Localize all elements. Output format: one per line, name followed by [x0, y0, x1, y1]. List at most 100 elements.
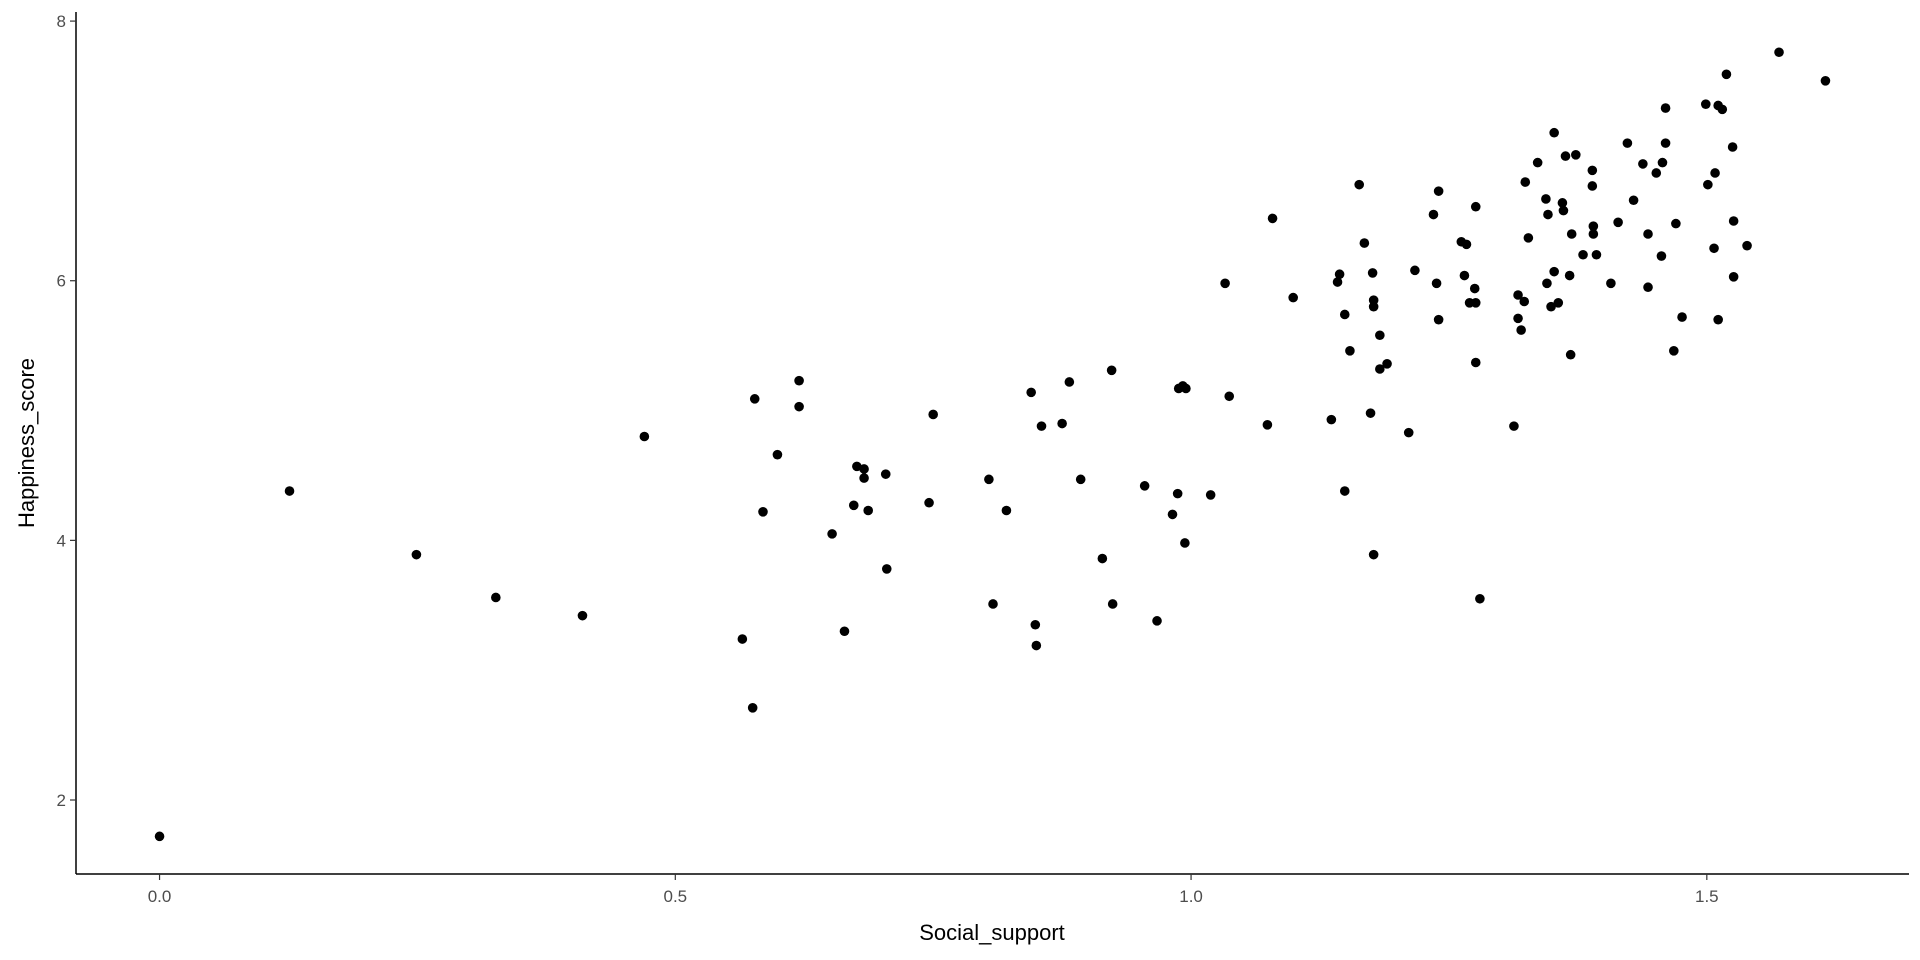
point: [988, 599, 998, 609]
y-tick-label: 2: [57, 791, 66, 810]
point: [1375, 330, 1385, 341]
point: [1727, 142, 1738, 152]
point: [1180, 538, 1190, 548]
point: [1428, 209, 1439, 220]
point: [1181, 383, 1191, 394]
point: [1516, 325, 1526, 335]
point: [1677, 312, 1687, 322]
point: [1566, 229, 1577, 239]
point: [1224, 391, 1235, 402]
point: [772, 449, 783, 460]
point: [1509, 421, 1519, 431]
point: [1205, 490, 1216, 500]
point: [1382, 359, 1392, 369]
point: [1026, 387, 1036, 398]
point: [863, 505, 874, 516]
point: [1097, 553, 1108, 564]
point: [1523, 233, 1534, 243]
point: [1220, 278, 1230, 289]
x-tick-label: 0.5: [663, 887, 687, 906]
point: [1728, 272, 1739, 282]
point: [1152, 616, 1162, 626]
point: [1669, 346, 1679, 356]
point: [1475, 593, 1485, 604]
point: [1700, 99, 1711, 109]
point: [1557, 198, 1568, 208]
point: [1354, 179, 1365, 190]
point: [1031, 640, 1042, 651]
point: [1433, 186, 1444, 196]
point: [1036, 421, 1047, 431]
point: [1660, 103, 1671, 113]
point: [1717, 104, 1728, 115]
point: [1703, 179, 1713, 190]
point: [1431, 278, 1442, 289]
point: [1546, 301, 1556, 312]
point: [984, 474, 994, 485]
point: [1375, 364, 1385, 374]
point: [1367, 268, 1378, 278]
point: [924, 497, 934, 508]
x-tick-label: 0.0: [148, 887, 172, 906]
point: [1660, 138, 1671, 148]
point: [1513, 290, 1523, 300]
y-tick-label: 6: [57, 272, 66, 291]
point: [1628, 195, 1639, 206]
point: [1774, 47, 1784, 58]
point: [1643, 282, 1653, 293]
point: [1622, 138, 1633, 148]
point: [1643, 229, 1653, 239]
point: [1591, 249, 1602, 260]
point: [1403, 427, 1414, 438]
point: [758, 507, 768, 517]
point: [491, 592, 501, 603]
point: [1167, 509, 1178, 520]
point: [1564, 270, 1575, 281]
point: [794, 401, 804, 412]
point: [839, 626, 850, 637]
point: [1549, 127, 1559, 138]
y-tick-label: 4: [57, 531, 66, 550]
point: [1262, 420, 1273, 430]
point: [1057, 418, 1067, 429]
point: [1470, 201, 1481, 212]
point: [1267, 213, 1278, 224]
point: [1513, 313, 1523, 324]
point: [1532, 157, 1543, 168]
point: [1820, 76, 1831, 86]
point: [1587, 181, 1598, 191]
point: [1365, 408, 1376, 418]
point: [1710, 168, 1720, 178]
point: [1339, 309, 1350, 320]
point: [1657, 157, 1668, 168]
point: [1075, 474, 1086, 485]
point: [1549, 266, 1559, 277]
point: [639, 431, 650, 442]
point: [1139, 481, 1150, 491]
point: [1410, 265, 1420, 276]
point: [1721, 69, 1732, 80]
point: [1326, 414, 1337, 425]
point: [1334, 269, 1345, 280]
point: [827, 529, 837, 539]
point: [880, 469, 891, 479]
point: [1588, 229, 1599, 239]
point: [848, 500, 859, 511]
point: [154, 831, 165, 842]
point: [1519, 296, 1530, 307]
point: [1541, 194, 1551, 204]
point: [881, 564, 892, 574]
point: [928, 409, 938, 420]
point: [852, 461, 862, 472]
point: [1469, 283, 1480, 294]
point: [1578, 249, 1588, 260]
point: [1543, 209, 1553, 220]
point: [1709, 243, 1719, 254]
y-axis-title: Happiness_score: [14, 358, 39, 528]
point: [1107, 599, 1118, 609]
point: [1558, 205, 1569, 216]
x-axis-title: Social_support: [919, 920, 1065, 945]
point: [1470, 357, 1481, 368]
